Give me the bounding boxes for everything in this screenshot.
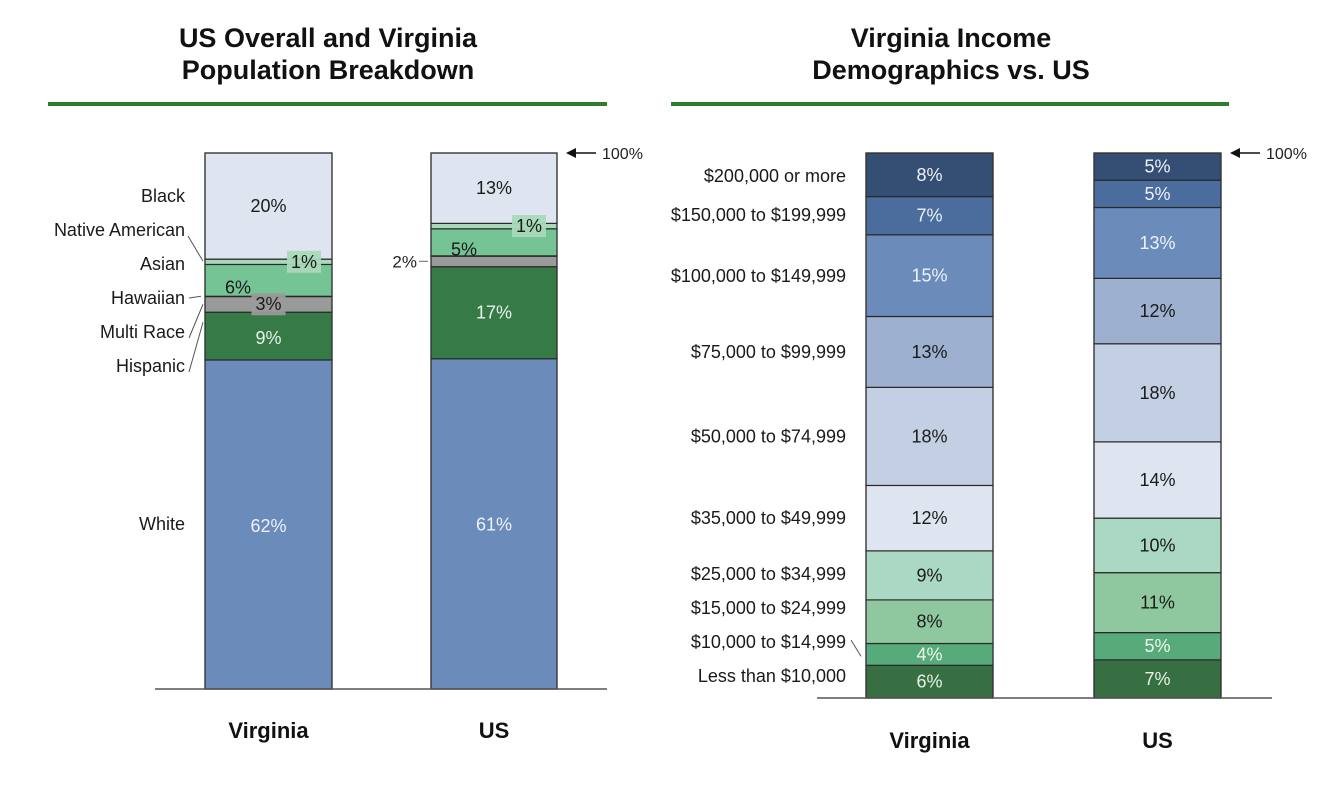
income-label-us-50-000-to-74-999: 18%: [1139, 383, 1175, 403]
population-legend-multi-race: Multi Race: [100, 322, 185, 342]
income-legend-200-000-or-more: $200,000 or more: [704, 166, 846, 186]
population-label-virginia-hispanic: 9%: [255, 328, 281, 348]
population-segment-us-white: [430, 358, 558, 690]
population-legend-white: White: [139, 514, 185, 534]
population-leader-multi-race: [188, 304, 204, 339]
income-label-us-75-000-to-99-999: 12%: [1139, 301, 1175, 321]
population-label-virginia-black: 20%: [250, 196, 286, 216]
population-bar-virginia: [204, 152, 333, 690]
population-label-tag-us-native-american: [512, 215, 546, 238]
income-legend-35-000-to-49-999: $35,000 to $49,999: [691, 508, 846, 528]
income-100-marker-label: 100%: [1266, 146, 1307, 163]
income-legend-15-000-to-24-999: $15,000 to $24,999: [691, 598, 846, 618]
population-title-rule: [48, 102, 607, 106]
population-label-us-asian: 5%: [451, 239, 477, 259]
population-label-us-hispanic: 17%: [476, 303, 512, 323]
population-legend-hispanic: Hispanic: [116, 356, 185, 376]
population-label-virginia-asian: 6%: [225, 277, 251, 297]
income-label-virginia-75-000-to-99-999: 13%: [911, 342, 947, 362]
population-leader-native-american: [187, 235, 204, 262]
income-legend-less-than-10-000: Less than $10,000: [698, 666, 846, 686]
population-label-us-white: 61%: [476, 515, 512, 535]
population-legend-hawaiian: Hawaiian: [111, 288, 185, 308]
population-title-line1: US Overall and Virginia: [178, 23, 478, 53]
population-bar-us: [430, 152, 558, 690]
income-bar-virginia: [865, 152, 994, 699]
income-title-line1: Virginia Income: [850, 23, 1052, 53]
income-label-virginia-35-000-to-49-999: 12%: [911, 508, 947, 528]
income-segment-us-50-000-to-74-999: [1093, 343, 1222, 443]
population-legend-native-american: Native American: [54, 220, 185, 240]
population-legend-black: Black: [141, 186, 186, 206]
population-segment-us-hispanic: [430, 266, 558, 360]
income-category-virginia: Virginia: [889, 728, 970, 753]
income-label-virginia-less-than-10-000: 6%: [916, 672, 942, 692]
income-segment-virginia-75-000-to-99-999: [865, 315, 994, 388]
income-chart-title: Virginia Income Demographics vs. US: [672, 22, 1230, 86]
income-segment-us-200-000-or-more: [1093, 152, 1222, 181]
income-legend-75-000-to-99-999: $75,000 to $99,999: [691, 342, 846, 362]
income-label-virginia-10-000-to-14-999: 4%: [916, 644, 942, 664]
population-segment-us-multi-race: [430, 255, 558, 268]
population-segment-virginia-white: [204, 359, 333, 690]
income-title-rule: [671, 102, 1229, 106]
income-bar-us: [1093, 152, 1222, 699]
income-chart: 6% 4% 8% 9% 12% 18% 13% 15% 7% 8% Virginia 7% 5% 11% 1…: [671, 146, 1307, 753]
population-label-virginia-native-american: 1%: [291, 252, 317, 272]
income-legend-50-000-to-74-999: $50,000 to $74,999: [691, 426, 846, 446]
income-segment-us-25-000-to-34-999: [1093, 517, 1222, 574]
income-legend-100-000-to-149-999: $100,000 to $149,999: [671, 266, 846, 286]
population-label-us-black: 13%: [476, 178, 512, 198]
population-segment-us-black: [430, 152, 558, 224]
income-label-us-35-000-to-49-999: 14%: [1139, 470, 1175, 490]
population-100-marker-arrow-icon: [566, 148, 576, 158]
income-100-marker-arrow-icon: [1230, 148, 1240, 158]
population-label-tag-virginia-multi-race: [251, 293, 286, 316]
population-title-line2: Population Breakdown: [181, 55, 475, 85]
income-legend-25-000-to-34-999: $25,000 to $34,999: [691, 564, 846, 584]
income-leader-10000-to-14999: [850, 639, 862, 657]
income-label-us-10-000-to-14-999: 5%: [1144, 636, 1170, 656]
income-legend-10-000-to-14-999: $10,000 to $14,999: [691, 632, 846, 652]
income-segment-virginia-15-000-to-24-999: [865, 599, 994, 645]
population-category-us: US: [479, 718, 510, 743]
income-label-us-150-000-to-199-999: 5%: [1144, 184, 1170, 204]
population-label-us-multi-race: 2%: [392, 252, 417, 271]
income-legend-150-000-to-199-999: $150,000 to $199,999: [671, 205, 846, 225]
population-label-tag-virginia-native-american: [287, 250, 321, 273]
income-title-line2: Demographics vs. US: [812, 55, 1090, 85]
income-label-virginia-200-000-or-more: 8%: [916, 165, 942, 185]
population-chart-title: US Overall and Virginia Population Break…: [48, 22, 608, 86]
income-label-us-less-than-10-000: 7%: [1144, 669, 1170, 689]
income-label-us-100-000-to-149-999: 13%: [1139, 233, 1175, 253]
population-leader-hispanic: [188, 322, 204, 373]
income-label-virginia-50-000-to-74-999: 18%: [911, 426, 947, 446]
income-segment-us-100-000-to-149-999: [1093, 206, 1222, 279]
population-label-virginia-multi-race: 3%: [255, 294, 281, 314]
population-category-virginia: Virginia: [228, 718, 309, 743]
population-chart: 62%9%3%6%1%20%Virginia61%17%2%5%1%13%US1…: [54, 146, 643, 743]
income-label-virginia-150-000-to-199-999: 7%: [916, 206, 942, 226]
income-label-us-200-000-or-more: 5%: [1144, 157, 1170, 177]
income-category-us: US: [1142, 728, 1173, 753]
population-segment-virginia-black: [204, 152, 333, 260]
population-100-marker-label: 100%: [602, 146, 643, 163]
population-label-virginia-white: 62%: [250, 516, 286, 536]
population-legend-asian: Asian: [140, 254, 185, 274]
income-label-virginia-100-000-to-149-999: 15%: [911, 266, 947, 286]
income-label-virginia-25-000-to-34-999: 9%: [916, 565, 942, 585]
income-label-virginia-15-000-to-24-999: 8%: [916, 612, 942, 632]
population-label-us-native-american: 1%: [516, 216, 542, 236]
income-segment-us-less-than-10-000: [1093, 659, 1222, 699]
population-leader-hawaiian: [188, 295, 202, 299]
income-label-us-25-000-to-34-999: 10%: [1139, 535, 1175, 555]
income-label-us-15-000-to-24-999: 11%: [1140, 593, 1175, 613]
